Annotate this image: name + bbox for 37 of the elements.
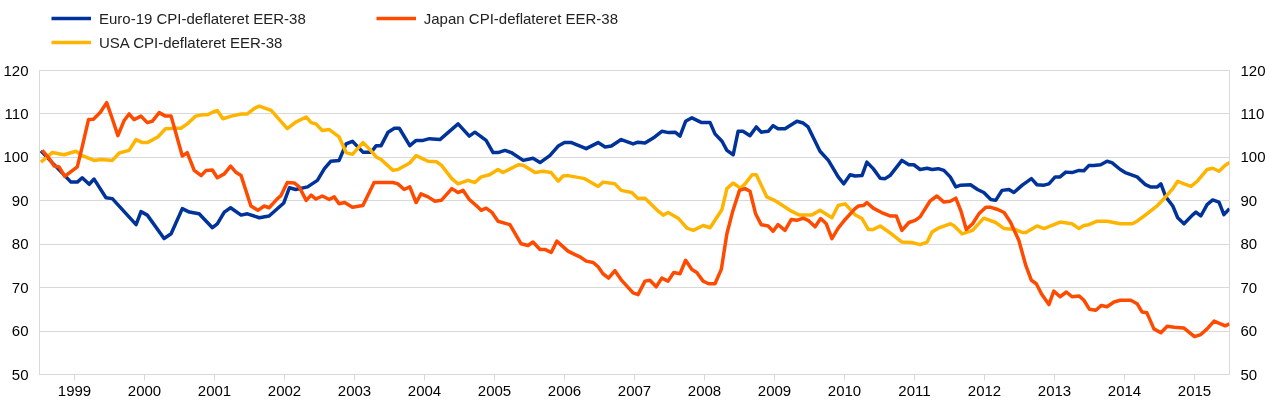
x-tick-label: 2014	[1107, 381, 1142, 399]
x-tick-label: 2004	[407, 381, 442, 399]
y-tick-label: 120	[3, 61, 29, 79]
y-tick-label: 100	[3, 148, 29, 166]
x-tick-label: 2010	[827, 381, 862, 399]
legend-label: USA CPI-deflateret EER-38	[99, 33, 283, 51]
x-tick-label: 2001	[197, 381, 232, 399]
y2-tick-label: 90	[1240, 191, 1258, 209]
y-tick-label: 80	[11, 235, 29, 253]
y2-tick-label: 60	[1240, 322, 1258, 340]
x-tick-label: 2007	[617, 381, 652, 399]
x-tick-label: 2005	[477, 381, 512, 399]
x-tick-label: 2013	[1037, 381, 1072, 399]
x-tick-label: 2012	[967, 381, 1002, 399]
legend-label: Japan CPI-deflateret EER-38	[423, 9, 619, 27]
x-tick-label: 2011	[898, 381, 931, 399]
line-series	[40, 100, 1230, 339]
y2-tick-label: 80	[1240, 235, 1258, 253]
y-tick-label: 50	[11, 365, 29, 383]
y-tick-label: 60	[11, 322, 29, 340]
x-tick-label: 2003	[337, 381, 372, 399]
x-tick-label: 2015	[1177, 381, 1212, 399]
y-tick-label: 70	[11, 278, 29, 296]
y2-tick-label: 110	[1240, 104, 1265, 122]
x-tick-label: 1999	[57, 381, 92, 399]
y-tick-label: 110	[4, 104, 29, 122]
x-tick-label: 2002	[267, 381, 302, 399]
y2-tick-label: 100	[1240, 148, 1266, 166]
x-tick-label: 2000	[127, 381, 162, 399]
y2-tick-label: 70	[1240, 278, 1258, 296]
y2-tick-label: 50	[1240, 365, 1258, 383]
x-tick-label: 2009	[757, 381, 792, 399]
x-tick-label: 2008	[687, 381, 722, 399]
y-tick-label: 90	[11, 191, 29, 209]
y2-tick-label: 120	[1240, 61, 1266, 79]
legend-label: Euro-19 CPI-deflateret EER-38	[99, 9, 306, 27]
x-tick-label: 2006	[547, 381, 582, 399]
